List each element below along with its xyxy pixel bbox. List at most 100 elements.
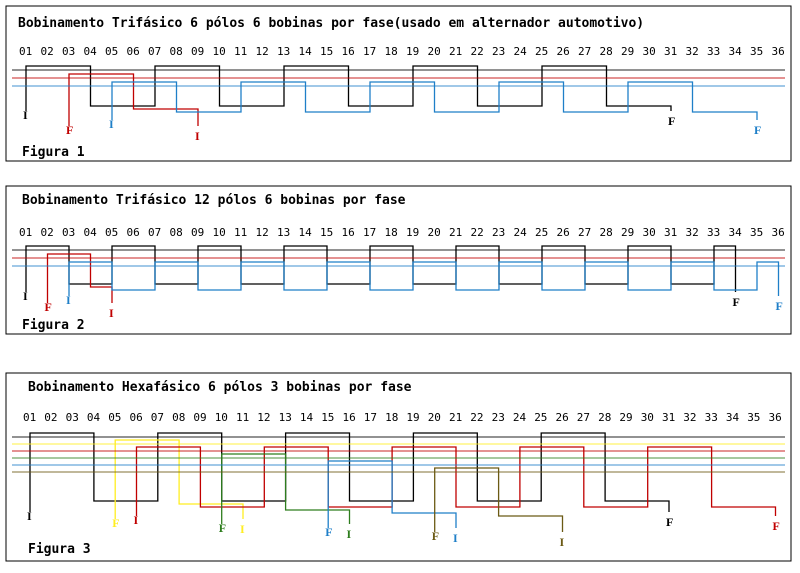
- slot-number: 30: [643, 226, 656, 239]
- terminal-label: I: [27, 509, 32, 523]
- slot-number: 10: [213, 226, 226, 239]
- slot-number: 29: [621, 226, 634, 239]
- figure-3-panel: Bobinamento Hexafásico 6 pólos 3 bobinas…: [5, 372, 792, 562]
- slot-number: 32: [686, 226, 699, 239]
- slot-number: 23: [492, 45, 505, 58]
- figure-3-frame: [5, 372, 792, 562]
- slot-number: 08: [172, 411, 185, 424]
- slot-number: 36: [772, 226, 785, 239]
- slot-number: 17: [363, 226, 376, 239]
- phase-winding-line: [111, 81, 758, 120]
- slot-number: 33: [705, 411, 718, 424]
- figure-1-slot-row: 01 02 03 04 05 06 07 08 09 10 11 12 13 14 15 16 17 18 19 20…: [19, 45, 785, 58]
- slot-number: 21: [449, 45, 462, 58]
- slot-number: 28: [598, 411, 611, 424]
- slot-number: 18: [385, 411, 398, 424]
- slot-number: 05: [105, 45, 118, 58]
- terminal-label: F: [325, 525, 332, 539]
- slot-number: 12: [256, 45, 269, 58]
- phase-winding-line: [68, 73, 199, 126]
- slot-number: 31: [662, 411, 675, 424]
- terminal-label: F: [219, 521, 226, 535]
- slot-number: 36: [772, 45, 785, 58]
- slot-number: 14: [299, 226, 313, 239]
- slot-number: 24: [513, 411, 527, 424]
- figure-2-terminals: I FF II F: [23, 289, 783, 320]
- slot-number: 31: [664, 45, 677, 58]
- terminal-label: F: [45, 300, 52, 314]
- figure-2-frame: [5, 185, 792, 335]
- slot-number: 09: [191, 226, 204, 239]
- slot-number: 34: [726, 411, 740, 424]
- terminal-label: F: [432, 529, 439, 543]
- slot-number: 01: [23, 411, 36, 424]
- slot-number: 01: [19, 45, 32, 58]
- terminal-label: F: [112, 516, 119, 530]
- slot-number: 05: [108, 411, 121, 424]
- slot-number: 02: [41, 45, 54, 58]
- slot-number: 17: [364, 411, 377, 424]
- slot-number: 22: [470, 411, 483, 424]
- slot-number: 26: [557, 45, 570, 58]
- slot-number: 25: [535, 226, 548, 239]
- slot-number: 02: [44, 411, 57, 424]
- slot-number: 18: [385, 226, 398, 239]
- figure-1-frame: [5, 5, 792, 162]
- slot-number: 23: [492, 226, 505, 239]
- slot-number: 27: [577, 411, 590, 424]
- terminal-label: F: [66, 123, 73, 137]
- slot-number: 19: [406, 226, 419, 239]
- terminal-label: F: [773, 519, 780, 533]
- slot-number: 03: [62, 45, 75, 58]
- phase-winding-line: [114, 439, 244, 519]
- slot-number: 27: [578, 45, 591, 58]
- figure-2-slot-row: 01 02 03 04 05 06 07 08 09 10 11 12 13 14 15 16 17 18 19 20…: [19, 226, 785, 239]
- slot-number: 30: [643, 45, 656, 58]
- slot-number: 26: [557, 226, 570, 239]
- slot-number: 20: [428, 45, 441, 58]
- slot-number: 14: [300, 411, 314, 424]
- slot-number: 25: [534, 411, 547, 424]
- figure-3-slot-row: 01 02 03 04 05 06 07 08 09 10 11 12 13 14 15 16 17 18 19 20…: [23, 411, 782, 424]
- slot-number: 19: [406, 45, 419, 58]
- terminal-label: F: [666, 515, 673, 529]
- slot-number: 15: [320, 226, 333, 239]
- slot-number: 20: [428, 411, 441, 424]
- slot-number: 18: [385, 45, 398, 58]
- slot-number: 07: [151, 411, 164, 424]
- figure-1-winding-lines: [12, 65, 785, 126]
- figure-1-terminals: I F F I I F: [23, 108, 761, 143]
- slot-number: 24: [514, 45, 528, 58]
- slot-number: 33: [707, 226, 720, 239]
- slot-number: 04: [84, 45, 98, 58]
- slot-number: 29: [619, 411, 632, 424]
- slot-number: 16: [342, 45, 355, 58]
- slot-number: 16: [343, 411, 356, 424]
- figure-3-label: Figura 3: [28, 542, 91, 557]
- slot-number: 25: [535, 45, 548, 58]
- slot-number: 34: [729, 45, 743, 58]
- slot-number: 04: [87, 411, 101, 424]
- slot-number: 07: [148, 45, 161, 58]
- slot-number: 03: [62, 226, 75, 239]
- slot-number: 04: [84, 226, 98, 239]
- slot-number: 12: [256, 226, 269, 239]
- slot-number: 10: [213, 45, 226, 58]
- figure-1-title: Bobinamento Trifásico 6 pólos 6 bobinas …: [18, 16, 644, 31]
- slot-number: 06: [127, 45, 140, 58]
- slot-number: 11: [234, 226, 247, 239]
- figure-3-winding-lines: [12, 432, 785, 532]
- slot-number: 16: [342, 226, 355, 239]
- phase-winding-line: [68, 261, 780, 296]
- slot-number: 32: [683, 411, 696, 424]
- slot-number: 09: [193, 411, 206, 424]
- terminal-label: I: [23, 108, 28, 122]
- terminal-label: F: [668, 114, 675, 128]
- slot-number: 13: [277, 45, 290, 58]
- slot-number: 36: [769, 411, 782, 424]
- phase-winding-line: [135, 446, 777, 516]
- slot-number: 15: [321, 411, 334, 424]
- slot-number: 13: [277, 226, 290, 239]
- slot-number: 11: [236, 411, 249, 424]
